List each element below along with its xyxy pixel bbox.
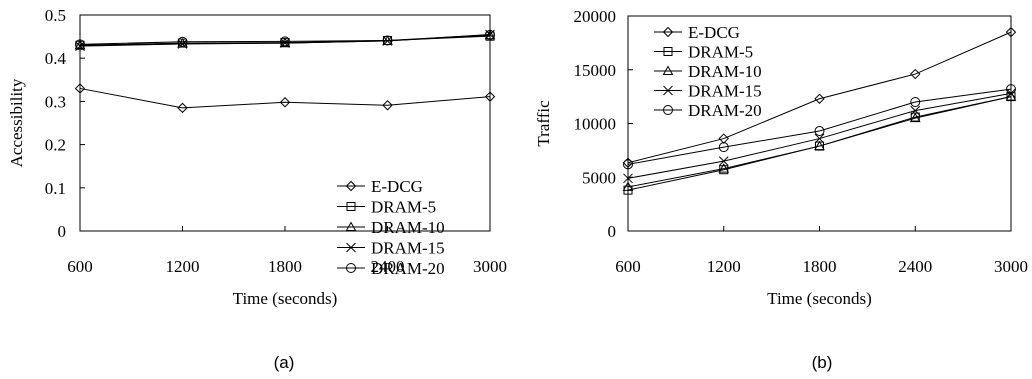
x-axis-label: Time (seconds) <box>767 289 872 308</box>
series-line <box>79 87 491 109</box>
y-axis-label: Accessibility <box>7 78 26 167</box>
data-point <box>910 97 921 107</box>
x-tick-label: 1800 <box>268 257 302 276</box>
legend-marker <box>663 85 673 96</box>
data-point <box>382 35 393 46</box>
x-tick-label: 2400 <box>898 257 932 276</box>
x-tick-label: 2400 <box>371 257 405 276</box>
y-tick-label: 0 <box>608 222 617 241</box>
data-point <box>718 156 729 166</box>
y-tick-label: 20000 <box>574 7 617 26</box>
legend-marker <box>662 65 674 75</box>
legend-marker <box>662 26 674 38</box>
y-tick-label: 0.4 <box>45 49 67 68</box>
data-point <box>910 68 921 80</box>
data-point <box>1006 84 1016 95</box>
series-dram-10 <box>622 91 1017 191</box>
y-tick-label: 0 <box>58 222 67 241</box>
series-dram-20 <box>75 29 495 50</box>
plot-frame <box>627 15 1012 232</box>
legend-label: DRAM-5 <box>688 43 753 62</box>
data-point <box>485 29 495 40</box>
figure-caption: (a) <box>274 353 295 372</box>
data-point <box>177 102 188 114</box>
legend-label: DRAM-20 <box>371 259 445 278</box>
y-tick-label: 0.1 <box>45 179 66 198</box>
legend-marker <box>345 221 357 231</box>
y-tick-label: 0.5 <box>45 6 66 25</box>
series-e-dcg <box>74 83 496 114</box>
legend-label: E-DCG <box>688 23 740 42</box>
data-point <box>280 38 290 48</box>
series-line <box>79 33 491 47</box>
y-tick-label: 0.3 <box>45 92 66 111</box>
legend-label: DRAM-15 <box>371 239 445 258</box>
data-point <box>814 93 825 104</box>
data-point <box>1005 26 1017 38</box>
data-point <box>623 159 633 170</box>
legend-marker <box>346 263 356 273</box>
data-point <box>484 91 496 102</box>
series-dram-20 <box>623 84 1016 170</box>
series-e-dcg <box>622 26 1017 168</box>
x-tick-label: 1200 <box>166 257 200 276</box>
data-point <box>279 97 291 108</box>
x-tick-label: 3000 <box>473 257 507 276</box>
legend-marker <box>345 180 357 192</box>
series-line <box>79 34 491 45</box>
data-point <box>718 142 729 153</box>
legend-label: DRAM-15 <box>688 82 762 101</box>
data-point <box>623 173 633 184</box>
data-point <box>382 100 393 111</box>
data-point <box>177 39 188 49</box>
x-tick-label: 3000 <box>994 257 1028 276</box>
y-axis-label: Traffic <box>534 100 553 147</box>
series-dram-15 <box>75 29 495 51</box>
legend-label: DRAM-20 <box>688 101 762 120</box>
series-line <box>627 96 1012 188</box>
data-point <box>177 37 188 48</box>
data-point <box>814 140 825 151</box>
legend-marker <box>346 202 356 211</box>
chart-a: 0 0.1 0.2 0.3 0.4 0.5 600 1200 1800 2400 3000 Time … <box>7 6 507 372</box>
data-point <box>814 133 825 144</box>
y-tick-label: 10000 <box>574 115 617 134</box>
x-axis-label: Time (seconds) <box>233 289 338 308</box>
legend-label: DRAM-5 <box>371 198 436 217</box>
data-point <box>177 36 188 47</box>
legend-label: DRAM-10 <box>371 218 445 237</box>
x-tick-label: 1200 <box>707 257 741 276</box>
data-point <box>622 181 634 191</box>
x-tick-label: 600 <box>615 257 641 276</box>
legend-marker <box>663 47 673 56</box>
series-dram-5 <box>623 92 1016 195</box>
y-tick-label: 0.2 <box>45 136 66 155</box>
legend-marker <box>346 242 356 253</box>
data-point <box>910 105 921 116</box>
data-point <box>75 41 85 51</box>
x-tick-label: 1800 <box>803 257 837 276</box>
x-tick-label: 600 <box>67 257 93 276</box>
chart-b: 0 5000 10000 15000 20000 600 1200 1800 2400 3000 T… <box>534 7 1028 372</box>
data-point <box>718 163 730 173</box>
data-point <box>814 126 825 137</box>
series-line <box>627 88 1012 165</box>
data-point <box>909 112 921 123</box>
legend-label: E-DCG <box>371 177 423 196</box>
legend-label: DRAM-10 <box>688 62 762 81</box>
legend-marker <box>663 105 673 115</box>
figure-caption: (b) <box>812 353 833 372</box>
data-point <box>280 36 290 47</box>
data-point <box>75 39 85 50</box>
y-tick-label: 15000 <box>574 61 617 80</box>
y-tick-label: 5000 <box>582 168 616 187</box>
series-line <box>627 31 1012 164</box>
data-point <box>74 83 86 94</box>
